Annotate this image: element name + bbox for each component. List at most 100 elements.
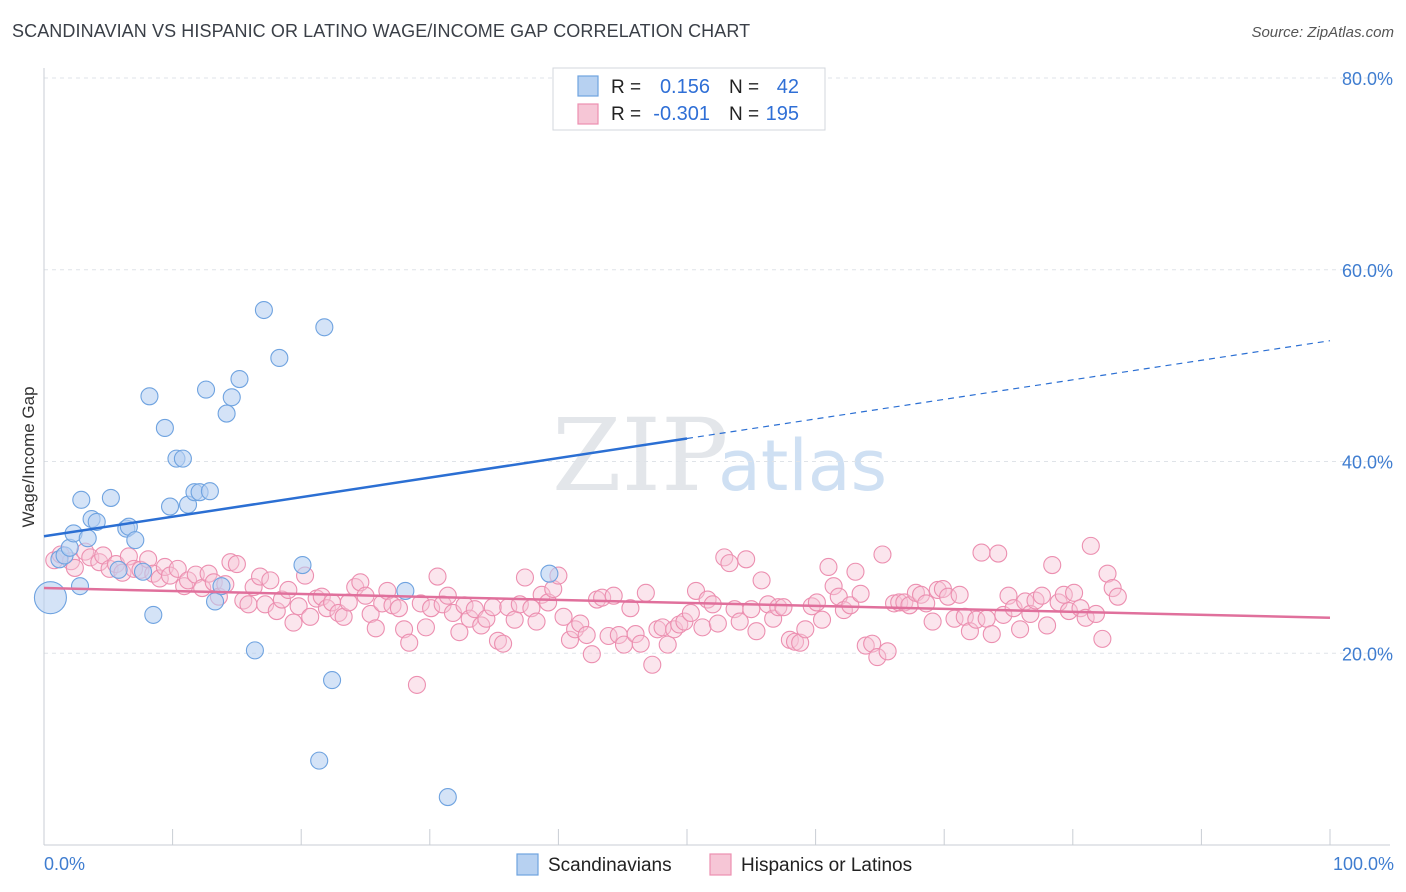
hispanic-point xyxy=(928,580,947,600)
axes xyxy=(43,68,1390,846)
hispanic-point xyxy=(1086,604,1105,623)
hispanic-point xyxy=(923,612,942,631)
scandinavian-point xyxy=(133,562,153,581)
scandinavian-point xyxy=(270,348,289,368)
scandinavian-point xyxy=(293,555,312,575)
hispanic-point xyxy=(450,623,469,642)
hispanic-point xyxy=(1038,616,1057,635)
hispanic-point xyxy=(267,602,286,621)
trend-lines xyxy=(43,340,1331,620)
hispanic-point xyxy=(65,558,84,577)
hispanic-point xyxy=(284,613,303,632)
series-legend: Scandinavians Hispanics or Latinos xyxy=(516,853,912,876)
scandinavian-point xyxy=(33,581,67,615)
hispanic-point xyxy=(411,594,430,613)
scandinavian-point xyxy=(217,404,236,423)
hispanic-point xyxy=(361,604,380,623)
hispanic-point xyxy=(1103,579,1122,598)
hispanic-point xyxy=(527,612,546,631)
scandinavian-point xyxy=(72,490,91,509)
hispanic-point xyxy=(239,595,258,614)
hispanic-point xyxy=(658,635,677,654)
hispanic-point xyxy=(989,544,1008,563)
hispanic-point xyxy=(1081,536,1100,555)
hispanic-point xyxy=(422,599,441,618)
hispanic-point xyxy=(407,675,426,694)
scandinavian-point xyxy=(140,387,159,406)
x-ticks xyxy=(172,829,1331,845)
hispanic-point xyxy=(494,634,513,653)
hispanic-point xyxy=(250,567,270,586)
hispanic-point xyxy=(670,615,689,634)
hispanic-point xyxy=(160,566,180,585)
scandinavian-point xyxy=(438,788,457,807)
hispanic-point xyxy=(261,571,280,590)
scandinavian-point xyxy=(310,751,329,770)
hispanic-point xyxy=(769,598,788,617)
scandinavian-point xyxy=(200,482,219,501)
legend-n-value-2: 195 xyxy=(766,103,799,125)
hispanic-trend-line xyxy=(43,586,1331,620)
legend-swatch-blue xyxy=(577,75,599,97)
hispanic-point xyxy=(636,583,655,602)
hispanic-point xyxy=(720,554,739,573)
hispanic-point xyxy=(752,571,771,590)
hispanic-point xyxy=(312,587,331,606)
scandinavian-point xyxy=(212,577,231,596)
hispanic-point xyxy=(774,598,793,617)
scandinavian-point xyxy=(109,560,128,579)
hispanic-point xyxy=(465,600,484,619)
hispanic-point xyxy=(708,614,727,633)
hispanic-point xyxy=(819,557,838,577)
scandinavian-point xyxy=(254,300,273,320)
hispanic-point xyxy=(416,618,435,637)
hispanic-point xyxy=(571,614,590,633)
y-tick-label-60: 60.0% xyxy=(1342,261,1393,281)
hispanic-point xyxy=(807,593,826,612)
hispanic-point xyxy=(796,620,815,639)
hispanic-point xyxy=(950,585,969,604)
hispanic-point xyxy=(681,603,700,623)
hispanic-point xyxy=(856,636,875,655)
hispanic-point xyxy=(631,634,650,653)
hispanic-point xyxy=(279,580,298,600)
scandinavian-point xyxy=(205,592,225,611)
legend-r-label-1: R = xyxy=(611,77,641,98)
legend-n-label-2: N = xyxy=(729,104,759,125)
hispanic-point xyxy=(334,607,353,626)
scandinavian-point xyxy=(70,577,90,596)
scandinavian-point xyxy=(222,388,241,407)
grid xyxy=(44,77,1392,654)
hispanic-point xyxy=(764,609,783,628)
hispanic-point xyxy=(939,587,958,606)
hispanic-point xyxy=(1004,599,1023,618)
y-tick-label-80: 80.0% xyxy=(1342,69,1393,89)
x-tick-label-right: 100.0% xyxy=(1333,854,1394,874)
hispanic-point xyxy=(1011,620,1030,639)
hispanic-point xyxy=(960,622,979,641)
hispanic-point xyxy=(846,562,865,581)
scandinavian-point xyxy=(245,641,264,660)
hispanic-point xyxy=(1076,608,1095,627)
hispanic-point xyxy=(878,642,897,661)
scandinavian-point xyxy=(540,564,559,583)
chart-title: SCANDINAVIAN VS HISPANIC OR LATINO WAGE/… xyxy=(12,21,751,41)
hispanic-point xyxy=(256,595,275,614)
hispanic-point xyxy=(539,593,558,612)
hispanic-point xyxy=(560,630,580,649)
hispanic-point xyxy=(488,631,508,650)
hispanic-point xyxy=(1043,555,1062,575)
stats-legend: R = 0.156 N = 42 R = -0.301 N = 195 xyxy=(552,67,826,131)
hispanic-point xyxy=(1065,583,1084,602)
hispanic-point xyxy=(244,578,263,597)
hispanic-point xyxy=(1108,587,1127,606)
legend-r-label-2: R = xyxy=(611,104,641,125)
hispanic-point xyxy=(227,555,246,574)
hispanic-point xyxy=(221,553,240,572)
legend-n-label-1: N = xyxy=(729,77,759,98)
scandinavian-point xyxy=(315,318,334,337)
hispanic-point xyxy=(863,634,882,653)
hispanic-point xyxy=(824,577,843,596)
hispanic-point xyxy=(747,622,766,641)
hispanic-point xyxy=(812,610,832,629)
